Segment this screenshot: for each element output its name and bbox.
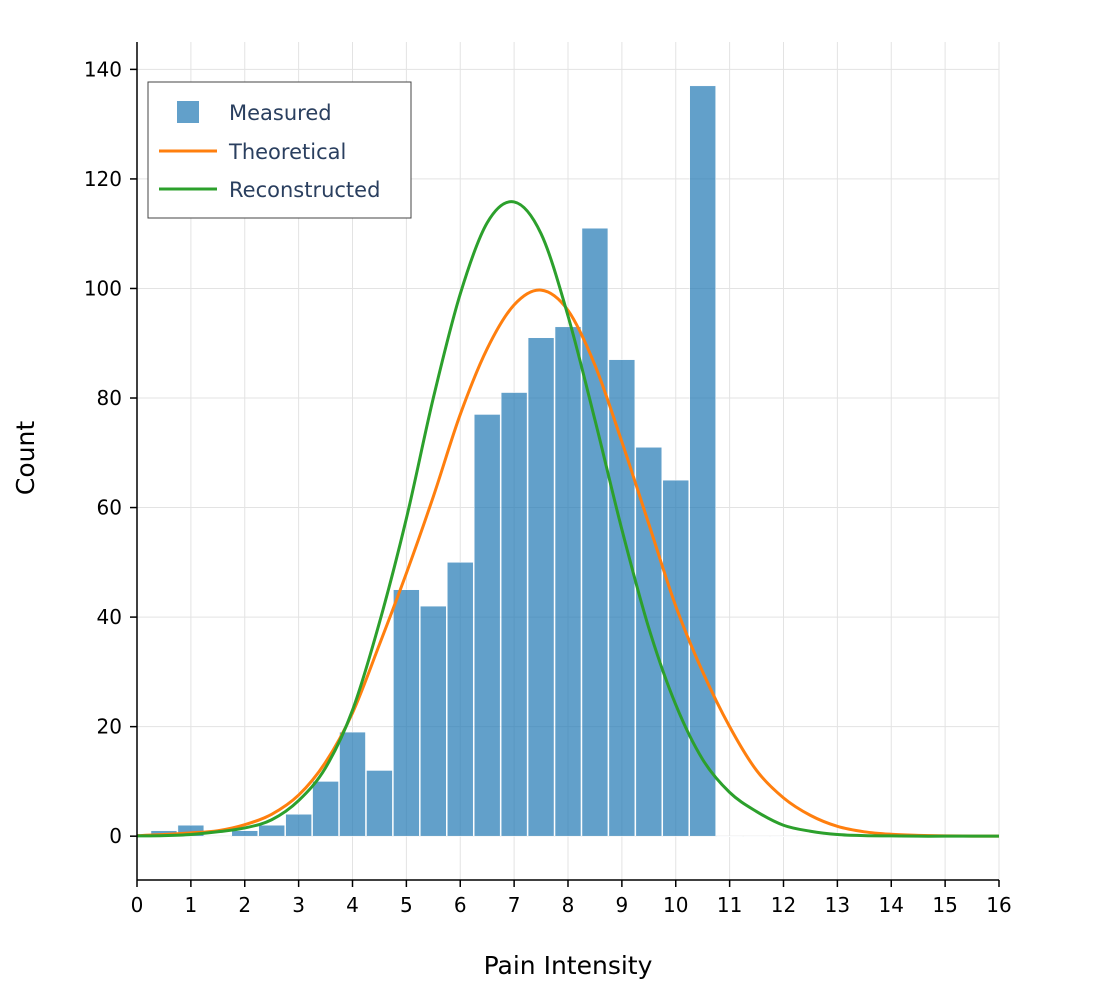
legend-swatch-measured[interactable] <box>177 101 199 123</box>
histogram-bar[interactable] <box>231 830 258 837</box>
histogram-bar[interactable] <box>393 589 420 837</box>
y-axis-title: Count <box>11 421 40 495</box>
y-tick-label: 20 <box>97 715 122 739</box>
histogram-bar[interactable] <box>797 835 824 837</box>
x-tick-label: 15 <box>932 893 957 917</box>
histogram-bar[interactable] <box>500 392 528 837</box>
x-tick-label: 1 <box>185 893 198 917</box>
legend-label-measured[interactable]: Measured <box>229 101 332 125</box>
x-tick-label: 4 <box>346 893 359 917</box>
histogram-bar[interactable] <box>662 479 689 837</box>
x-tick-label: 10 <box>663 893 688 917</box>
histogram-bars <box>150 85 851 837</box>
y-tick-label: 100 <box>84 276 122 300</box>
histogram-bar[interactable] <box>527 337 555 837</box>
x-tick-label: 16 <box>986 893 1011 917</box>
x-tick-label: 7 <box>508 893 521 917</box>
series-line-theoretical[interactable] <box>136 288 1000 838</box>
x-axis-ticks: 0 1 2 3 4 5 6 7 8 9 10 11 12 13 14 15 16 <box>131 880 1012 917</box>
histogram-bar[interactable] <box>608 359 636 837</box>
y-axis-ticks: 0 20 40 60 80 100 120 140 <box>84 57 137 848</box>
histogram-bar[interactable] <box>743 835 770 837</box>
x-tick-label: 3 <box>292 893 305 917</box>
histogram-bar[interactable] <box>366 770 393 837</box>
histogram-bar[interactable] <box>258 824 285 837</box>
y-tick-label: 40 <box>97 605 122 629</box>
histogram-bar[interactable] <box>554 326 582 837</box>
histogram-bar[interactable] <box>635 447 663 837</box>
histogram-bar[interactable] <box>770 835 797 837</box>
y-tick-label: 0 <box>109 824 122 848</box>
x-tick-label: 5 <box>400 893 413 917</box>
histogram-bar[interactable] <box>689 85 716 837</box>
series-line-reconstructed[interactable] <box>136 200 999 838</box>
y-tick-label: 120 <box>84 167 122 191</box>
x-tick-label: 0 <box>131 893 144 917</box>
histogram-bar[interactable] <box>447 562 474 837</box>
histogram-bar[interactable] <box>473 414 501 837</box>
x-tick-label: 8 <box>562 893 575 917</box>
x-tick-label: 12 <box>771 893 796 917</box>
density-curves <box>136 200 1000 838</box>
y-tick-label: 80 <box>97 386 122 410</box>
x-tick-label: 11 <box>717 893 742 917</box>
histogram-bar[interactable] <box>716 835 743 837</box>
histogram-bar[interactable] <box>420 605 447 837</box>
y-tick-label: 60 <box>97 496 122 520</box>
histogram-bar[interactable] <box>312 781 339 837</box>
x-tick-label: 13 <box>825 893 850 917</box>
legend-label-reconstructed[interactable]: Reconstructed <box>229 178 380 202</box>
x-tick-label: 9 <box>616 893 629 917</box>
x-tick-label: 14 <box>879 893 904 917</box>
y-tick-label: 140 <box>84 57 122 81</box>
x-axis-title: Pain Intensity <box>484 951 653 980</box>
x-tick-label: 6 <box>454 893 467 917</box>
histogram-bar[interactable] <box>581 227 609 837</box>
histogram-bar[interactable] <box>339 731 366 837</box>
histogram-bar[interactable] <box>204 835 232 837</box>
legend: Measured Theoretical Reconstructed <box>147 81 412 219</box>
legend-label-theoretical[interactable]: Theoretical <box>228 140 346 164</box>
x-tick-label: 2 <box>238 893 251 917</box>
histogram-bar[interactable] <box>285 814 312 837</box>
